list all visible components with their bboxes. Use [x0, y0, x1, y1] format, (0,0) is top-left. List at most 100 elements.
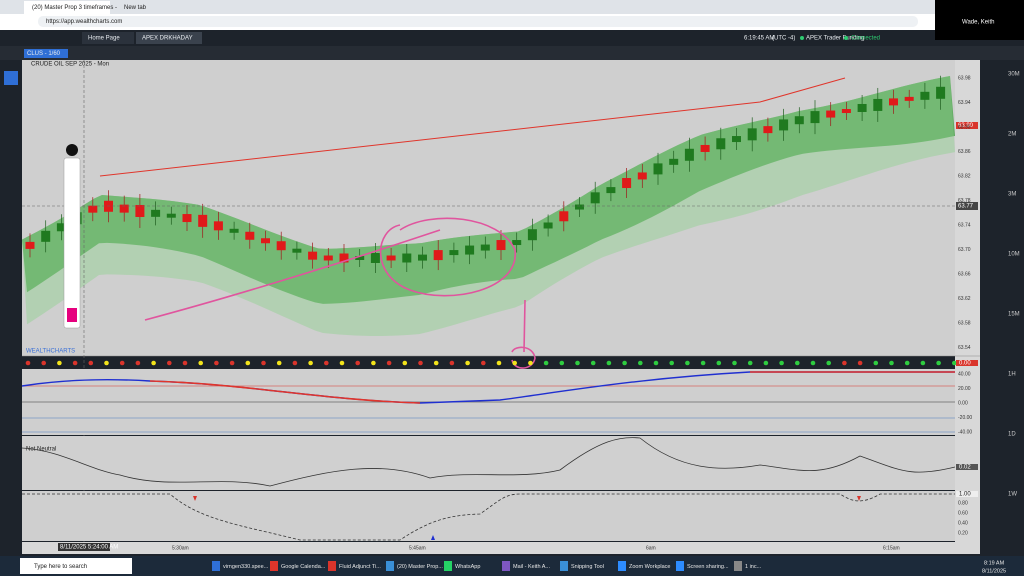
- signal-dot: [449, 360, 455, 366]
- user-name: Wade, Keith: [962, 20, 994, 26]
- signal-dot: [575, 360, 580, 366]
- timeframe-label[interactable]: 1H: [1008, 372, 1016, 378]
- timeframe-label[interactable]: 30M: [1008, 72, 1020, 78]
- candle-body: [355, 256, 365, 260]
- app-icon[interactable]: [328, 561, 336, 571]
- app-icon[interactable]: [618, 561, 626, 571]
- toolbar-pin[interactable]: [66, 144, 78, 156]
- indicator-axis-label: 40.00: [958, 371, 971, 377]
- search-box[interactable]: [20, 558, 132, 574]
- signal-dot: [559, 360, 565, 366]
- add-button[interactable]: [4, 71, 18, 85]
- candle-body: [873, 98, 883, 111]
- candle-body: [857, 103, 867, 112]
- cursor-time: [58, 543, 110, 551]
- candle-body: [323, 255, 333, 261]
- timeframe-label[interactable]: 2M: [1008, 132, 1016, 138]
- value-tag: [956, 464, 978, 470]
- signal-dot: [355, 360, 361, 366]
- price-axis-label: 63.58: [958, 320, 971, 326]
- signal-dot: [904, 360, 910, 366]
- signal-dot: [402, 360, 408, 366]
- signal-dot: [543, 360, 549, 366]
- candle-body: [904, 96, 914, 101]
- app-label: 1 inc...: [745, 564, 762, 570]
- candle-body: [229, 228, 239, 233]
- status-dot: [844, 36, 848, 40]
- price-axis-label: 63.78: [958, 198, 971, 204]
- signal-dot: [465, 360, 470, 366]
- signal-dot: [810, 360, 816, 366]
- app-icon[interactable]: [502, 561, 510, 571]
- price-axis-label: 63.66: [958, 271, 971, 277]
- app-icon[interactable]: [270, 561, 278, 571]
- app-tab[interactable]: [82, 32, 134, 44]
- timeframe-label[interactable]: 3M: [1008, 192, 1016, 198]
- oscillator-line: [21, 437, 956, 487]
- app-icon[interactable]: [734, 561, 742, 571]
- timeframe-label[interactable]: 1D: [1008, 432, 1016, 438]
- candle-body: [402, 253, 412, 263]
- connection-status: Connected: [851, 36, 880, 42]
- candle-body: [512, 240, 522, 246]
- app-icon[interactable]: [212, 561, 220, 571]
- candle-body: [465, 245, 475, 255]
- signal-dot: [936, 360, 941, 366]
- signal-dot: [104, 360, 109, 366]
- signal-dot: [826, 360, 831, 366]
- candle-body: [559, 211, 569, 222]
- app-icon[interactable]: [386, 561, 394, 571]
- candle-body: [936, 86, 946, 99]
- taskbar-apps: virngen330.spee... Google Calenda... Fluid…: [212, 561, 762, 571]
- candle-body: [590, 192, 600, 204]
- signal-dot: [386, 360, 392, 366]
- candle-body: [25, 241, 35, 249]
- symbol-chip[interactable]: [24, 49, 68, 58]
- last-price: [956, 122, 978, 129]
- signal-dot: [151, 360, 156, 366]
- signal-dot: [88, 360, 94, 366]
- price-axis-label: 63.74: [958, 222, 971, 228]
- color-swatch[interactable]: [67, 308, 77, 322]
- time-axis-label: 5:45am: [409, 545, 426, 551]
- candle-body: [56, 223, 66, 232]
- app-tab[interactable]: [136, 32, 202, 44]
- timeframe-label[interactable]: 1W: [1008, 492, 1017, 498]
- left-sidebar: [0, 60, 22, 556]
- time-axis: [22, 542, 980, 554]
- price-axis-label: 63.54: [958, 345, 971, 351]
- app-icon[interactable]: [560, 561, 568, 571]
- user-overlay: [935, 0, 1024, 40]
- axis-labels: 63.98 63.94 63.90 63.86 63.82 63.78 63.74 63.70…: [172, 72, 1020, 552]
- signal-dot: [779, 360, 784, 366]
- candle-body: [920, 91, 930, 100]
- signal-dot: [857, 360, 863, 366]
- trend-line: [99, 77, 846, 177]
- app-label: Fluid Adjunct Ti...: [339, 564, 381, 570]
- tab-strip: [0, 0, 1024, 14]
- signal-dot: [418, 360, 423, 366]
- price-axis-label: 63.86: [958, 149, 971, 155]
- signal-dot: [920, 360, 926, 366]
- candle-body: [889, 98, 898, 106]
- price-axis-label: 63.62: [958, 296, 971, 302]
- timeframe-label[interactable]: 15M: [1008, 312, 1020, 318]
- address-bar[interactable]: [38, 16, 918, 27]
- taskbar: [0, 556, 1024, 576]
- signal-dot: [700, 360, 706, 366]
- oscillator-line: [149, 380, 421, 404]
- tab-title[interactable]: New tab: [124, 5, 147, 11]
- app-icon[interactable]: [676, 561, 684, 571]
- timeframe-label[interactable]: 10M: [1008, 252, 1020, 258]
- browser-tab[interactable]: [24, 1, 110, 14]
- signal-dot: [324, 360, 329, 366]
- signal-dot: [41, 360, 46, 366]
- candle-body: [716, 138, 726, 150]
- cloud-fill: [22, 76, 955, 304]
- indicator-pane: [22, 491, 955, 541]
- app-label: (20) Master Prop...: [397, 564, 443, 570]
- candle-body: [166, 213, 176, 218]
- app-icon[interactable]: [444, 561, 452, 571]
- clock: 6:19:45 AM: [744, 36, 774, 42]
- candle-body: [543, 222, 553, 229]
